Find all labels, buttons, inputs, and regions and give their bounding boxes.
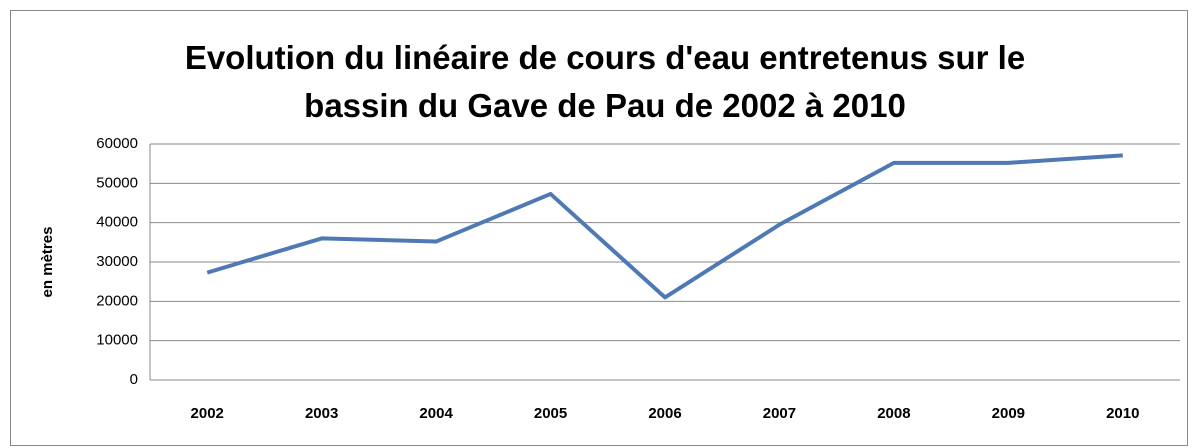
x-tick-label: 2004	[419, 405, 453, 422]
x-tick-label: 2009	[992, 405, 1025, 422]
y-tick-label: 10000	[96, 332, 138, 349]
x-tick-label: 2003	[305, 405, 338, 422]
y-tick-label: 20000	[96, 292, 138, 309]
x-tick-label: 2005	[534, 405, 567, 422]
y-tick-label: 40000	[96, 214, 138, 231]
y-tick-label: 50000	[96, 174, 138, 191]
data-line	[206, 153, 1123, 300]
x-tick-label: 2008	[877, 405, 910, 422]
chart-frame	[10, 10, 1188, 446]
chart-title: Evolution du linéaire de cours d'eau ent…	[184, 39, 1026, 124]
y-tick-label: 60000	[96, 135, 138, 152]
x-tick-label: 2002	[191, 405, 224, 422]
y-tick-label: 0	[130, 371, 138, 388]
y-axis-label: en mètres	[39, 227, 56, 298]
x-tick-label: 2006	[648, 405, 681, 422]
x-tick-label: 2007	[763, 405, 796, 422]
y-tick-label: 30000	[96, 253, 138, 270]
x-tick-label: 2010	[1106, 405, 1139, 422]
